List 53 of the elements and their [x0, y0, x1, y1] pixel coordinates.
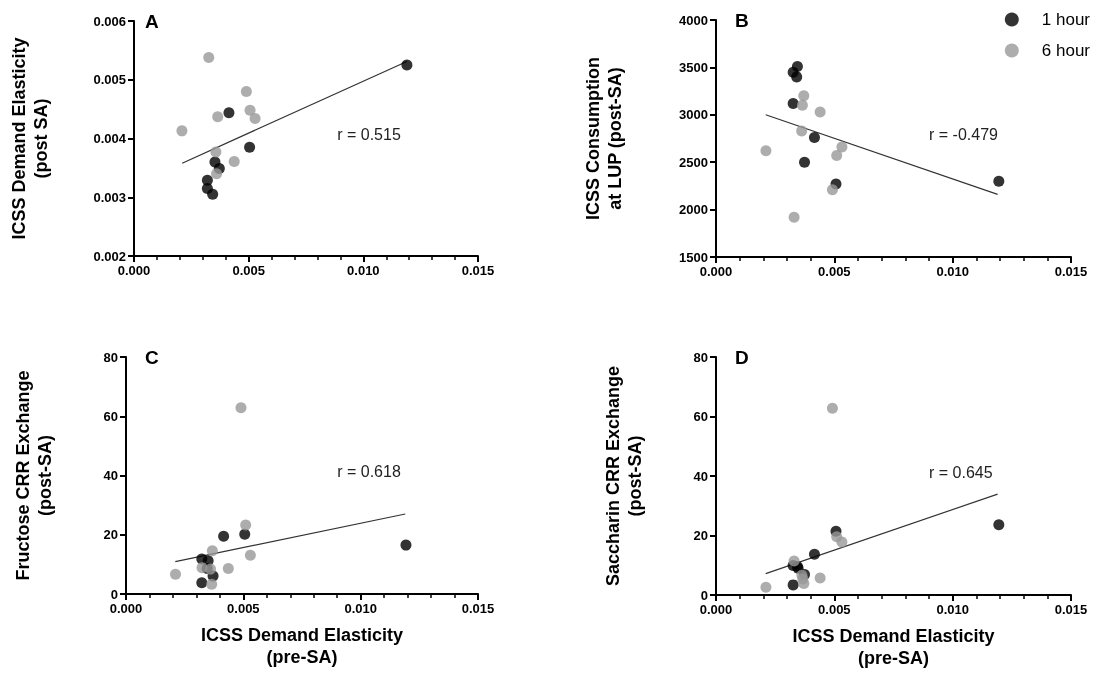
x-tick-label: 0.010: [936, 602, 969, 617]
annotation: r = 0.515: [337, 126, 401, 144]
y-tick-label: 2000: [679, 202, 708, 218]
x-axis-title: ICSS Demand Elasticity (pre-SA): [200, 625, 404, 667]
y-tick-label: 60: [693, 409, 708, 424]
x-tick-label: 0.015: [461, 263, 495, 278]
y-tick-label: 40: [103, 468, 118, 483]
y-axis-title: ICSS Consumption at LUP (post-SA): [583, 57, 625, 220]
y-tick-label: 0.006: [93, 13, 126, 29]
y-tick-label: 0.003: [93, 189, 126, 205]
y-tick-label: 3500: [679, 59, 708, 75]
y-tick-label: 80: [693, 349, 708, 365]
x-tick-label: 0.010: [936, 264, 969, 279]
chart-title: D: [735, 347, 749, 368]
y-tick-label: 0.002: [93, 248, 126, 264]
x-tick-label: 0.005: [227, 601, 260, 616]
y-tick-label: 0.004: [93, 131, 127, 146]
y-axis-title: ICSS Demand Elasticity (post SA): [9, 37, 51, 240]
annotation: r = 0.645: [929, 463, 993, 481]
y-tick-label: 1500: [679, 249, 708, 265]
y-axis-title: Saccharin CRR Exchange (post-SA): [603, 365, 645, 587]
y-tick-label: 20: [103, 527, 118, 543]
legend-label: 1 hour: [1041, 10, 1091, 29]
x-tick-label: 0.005: [818, 264, 851, 279]
x-tick-label: 0.000: [117, 263, 151, 278]
legend-label: 6 hour: [1041, 41, 1091, 60]
y-tick-label: 20: [693, 528, 708, 543]
y-tick-label: 40: [693, 468, 708, 484]
y-tick-label: 0: [700, 587, 708, 603]
x-axis-title: ICSS Demand Elasticity (pre-SA): [792, 626, 995, 668]
x-tick-label: 0.005: [232, 263, 265, 278]
annotation: r = -0.479: [929, 126, 999, 144]
annotation: r = 0.618: [337, 463, 401, 481]
y-tick-label: 0.005: [93, 72, 126, 88]
x-tick-label: 0.010: [344, 601, 377, 616]
y-tick-label: 80: [103, 349, 118, 365]
y-tick-label: 2500: [679, 154, 708, 170]
y-tick-label: 3000: [679, 107, 708, 123]
chart-title: B: [735, 10, 749, 31]
x-tick-label: 0.005: [818, 602, 851, 617]
y-tick-label: 0: [110, 586, 118, 602]
x-tick-label: 0.015: [1054, 602, 1088, 617]
x-tick-label: 0.000: [699, 602, 733, 617]
chart-title: A: [145, 11, 159, 32]
x-tick-label: 0.000: [109, 601, 143, 616]
x-tick-label: 0.015: [1054, 264, 1088, 279]
x-tick-label: 0.010: [347, 263, 380, 278]
y-tick-label: 4000: [679, 12, 708, 28]
x-tick-label: 0.015: [461, 601, 495, 616]
chart-title: C: [145, 347, 159, 368]
y-axis-title: Fructose CRR Exchange (post-SA): [13, 370, 55, 581]
x-tick-label: 0.000: [699, 264, 733, 279]
y-tick-label: 60: [103, 408, 118, 424]
